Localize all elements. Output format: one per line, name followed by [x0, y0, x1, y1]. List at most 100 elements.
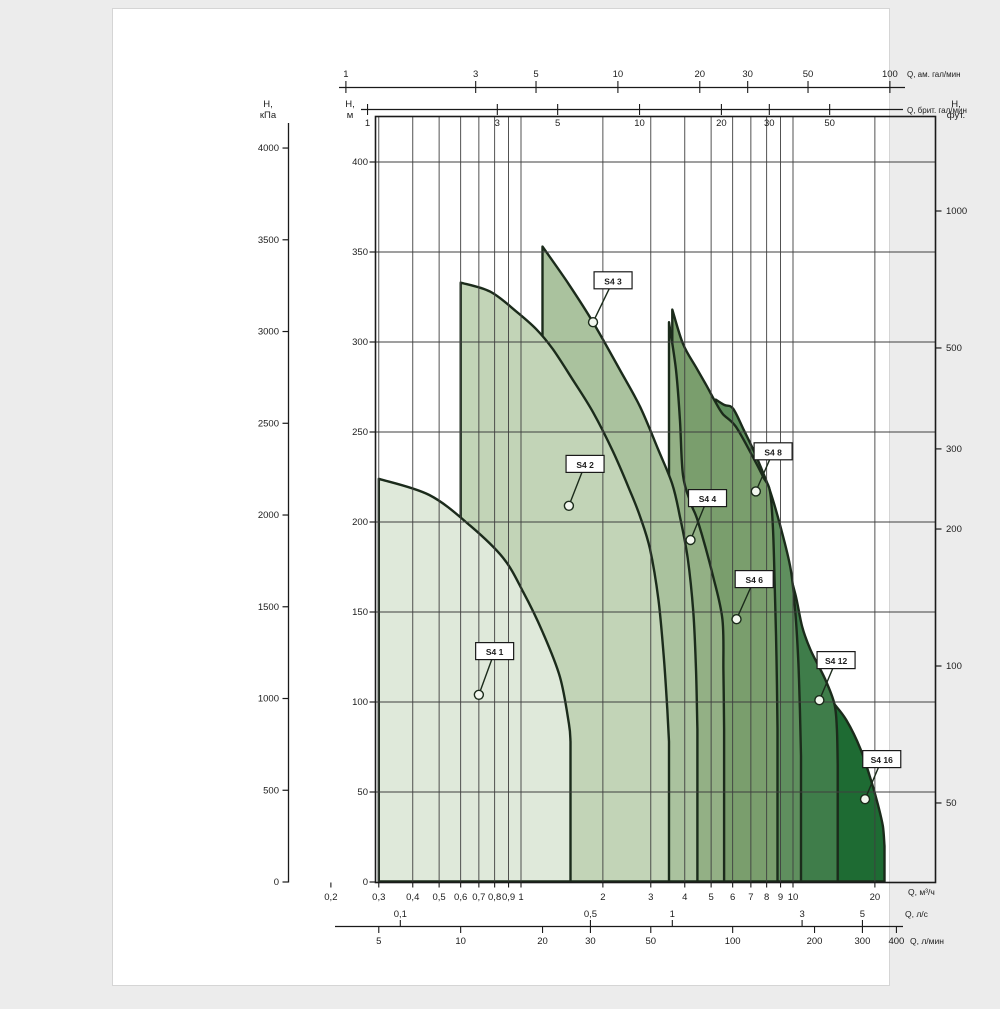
tick-label-q-ukgpm: 20: [716, 118, 727, 129]
tick-label-q-usgpm: 20: [694, 69, 705, 80]
tick-label-h-kpa: 2500: [258, 418, 279, 429]
tick-label-q-usgpm: 30: [742, 69, 753, 80]
annotation-label: S4 1: [486, 647, 504, 657]
annotation-dot: [750, 486, 762, 497]
tick-label-h-m: 0: [363, 877, 368, 888]
tick-label-q-usgpm: 3: [473, 69, 478, 80]
annotation-box: [816, 650, 856, 670]
tick-label-q-ukgpm: 1: [365, 118, 370, 129]
annotation-dot: [685, 534, 696, 546]
tick-label-h-kpa: 0: [274, 877, 279, 888]
tick-label-h-kpa: 2000: [258, 510, 279, 521]
axis-title-h-ft: H,: [951, 99, 961, 110]
annotation-box: [862, 749, 902, 769]
annotation-label: S4 12: [825, 656, 847, 666]
annotation-label: S4 4: [699, 494, 717, 504]
tick-label-q-ukgpm: 10: [634, 118, 645, 129]
annotation-box: [475, 641, 515, 661]
tick-label-q-m3h: 0,8: [488, 892, 501, 903]
tick-label-q-lmin: 20: [537, 936, 548, 947]
tick-label-h-m: 350: [352, 247, 368, 258]
tick-label-h-kpa: 500: [263, 785, 279, 796]
tick-label-q-lmin: 300: [855, 936, 871, 947]
tick-label-q-usgpm: 10: [613, 69, 624, 80]
axis-title-q-ukgpm: Q, брит. гал/мин: [907, 106, 967, 115]
tick-label-q-m3h: 8: [764, 892, 769, 903]
tick-label-q-m3h: 0,6: [454, 892, 467, 903]
tick-label-q-ls: 0,1: [394, 909, 407, 920]
tick-label-q-lmin: 10: [455, 936, 466, 947]
tick-label-q-lmin: 400: [888, 936, 904, 947]
tick-label-h-m: 100: [352, 697, 368, 708]
tick-label-h-m: 300: [352, 337, 368, 348]
annotation-dot: [814, 695, 825, 706]
tick-label-h-m: 200: [352, 517, 368, 528]
annotation-dot: [563, 500, 575, 511]
tick-label-h-kpa: 3000: [258, 327, 279, 338]
axis-title-h-kpa: H,: [263, 99, 273, 110]
tick-label-q-usgpm: 1: [343, 69, 348, 80]
tick-label-h-m: 250: [352, 427, 368, 438]
tick-label-h-ft: 500: [946, 343, 962, 354]
tick-label-q-m3h: 9: [778, 892, 783, 903]
annotation-box: [593, 271, 633, 290]
axis-title-h-m: H,: [345, 99, 355, 110]
tick-label-h-m: 50: [357, 787, 368, 798]
tick-label-q-m3h: 6: [730, 892, 735, 903]
annotation-label: S4 16: [871, 755, 893, 765]
tick-label-q-m3h: 5: [708, 892, 713, 903]
tick-label-q-m3h: 20: [870, 892, 881, 903]
pump-selection-chart: 050100150200250300350400H,м0500100015002…: [258, 69, 967, 947]
annotation-label: S4 6: [745, 575, 763, 585]
annotation-box: [734, 569, 774, 589]
tick-label-q-ls: 0,5: [584, 909, 597, 920]
tick-label-q-ukgpm: 5: [555, 118, 560, 129]
tick-label-h-m: 400: [352, 157, 368, 168]
tick-label-h-ft: 1000: [946, 206, 967, 217]
tick-label-h-kpa: 1500: [258, 602, 279, 613]
tick-label-q-lmin: 50: [645, 936, 656, 947]
annotation-box: [687, 489, 728, 508]
tick-label-q-m3h: 10: [788, 892, 799, 903]
axis-title-h-ft: фут.: [947, 110, 965, 121]
tick-label-q-lmin: 100: [725, 936, 741, 947]
tick-label-h-ft: 50: [946, 798, 957, 809]
axis-title-h-kpa: кПа: [260, 110, 277, 121]
tick-label-h-kpa: 4000: [258, 143, 279, 154]
tick-label-h-ft: 300: [946, 444, 962, 455]
tick-label-q-ukgpm: 3: [495, 118, 500, 129]
axis-title-q-ls: Q, л/с: [905, 909, 929, 919]
chart-page: 0 50 100 150 200 250 300 350 400 H, м 0 500 1000 1500 2…: [112, 8, 967, 986]
tick-label-h-kpa: 3500: [258, 235, 279, 246]
tick-label-q-m3h: 1: [518, 892, 523, 903]
tick-label-q-m3h: 0,7: [472, 892, 485, 903]
tick-label-h-kpa: 1000: [258, 694, 279, 705]
tick-label-q-m3h: 3: [648, 892, 653, 903]
annotation-dot: [587, 317, 599, 328]
tick-label-h-ft: 200: [946, 524, 962, 535]
annotation-box: [753, 442, 793, 461]
annotation-dot: [473, 689, 485, 700]
tick-label-q-m3h: 2: [600, 892, 605, 903]
annotation-label: S4 2: [576, 460, 594, 470]
tick-label-q-usgpm: 5: [533, 69, 538, 80]
tick-label-q-ls: 3: [799, 909, 804, 920]
axis-title-q-lmin: Q, л/мин: [910, 936, 944, 946]
annotation-dot: [731, 614, 742, 625]
tick-label-q-m3h: 0,5: [433, 892, 446, 903]
tick-label-q-ukgpm: 50: [824, 118, 835, 129]
tick-label-q-m3h: 4: [682, 892, 687, 903]
tick-label-q-lmin: 200: [807, 936, 823, 947]
axis-title-h-m: м: [347, 110, 354, 121]
tick-label-q-lmin: 30: [585, 936, 596, 947]
annotation-box: [565, 454, 605, 473]
annotation-label: S4 3: [604, 276, 622, 286]
tick-label-q-lmin: 5: [376, 936, 381, 947]
tick-label-q-m3h: 0,9: [502, 892, 515, 903]
tick-label-h-ft: 100: [946, 661, 962, 672]
annotation-label: S4 8: [764, 447, 782, 457]
tick-label-q-m3h: 0,3: [372, 892, 385, 903]
tick-label-q-ls: 5: [860, 909, 865, 920]
tick-label-q-ukgpm: 30: [764, 118, 775, 129]
